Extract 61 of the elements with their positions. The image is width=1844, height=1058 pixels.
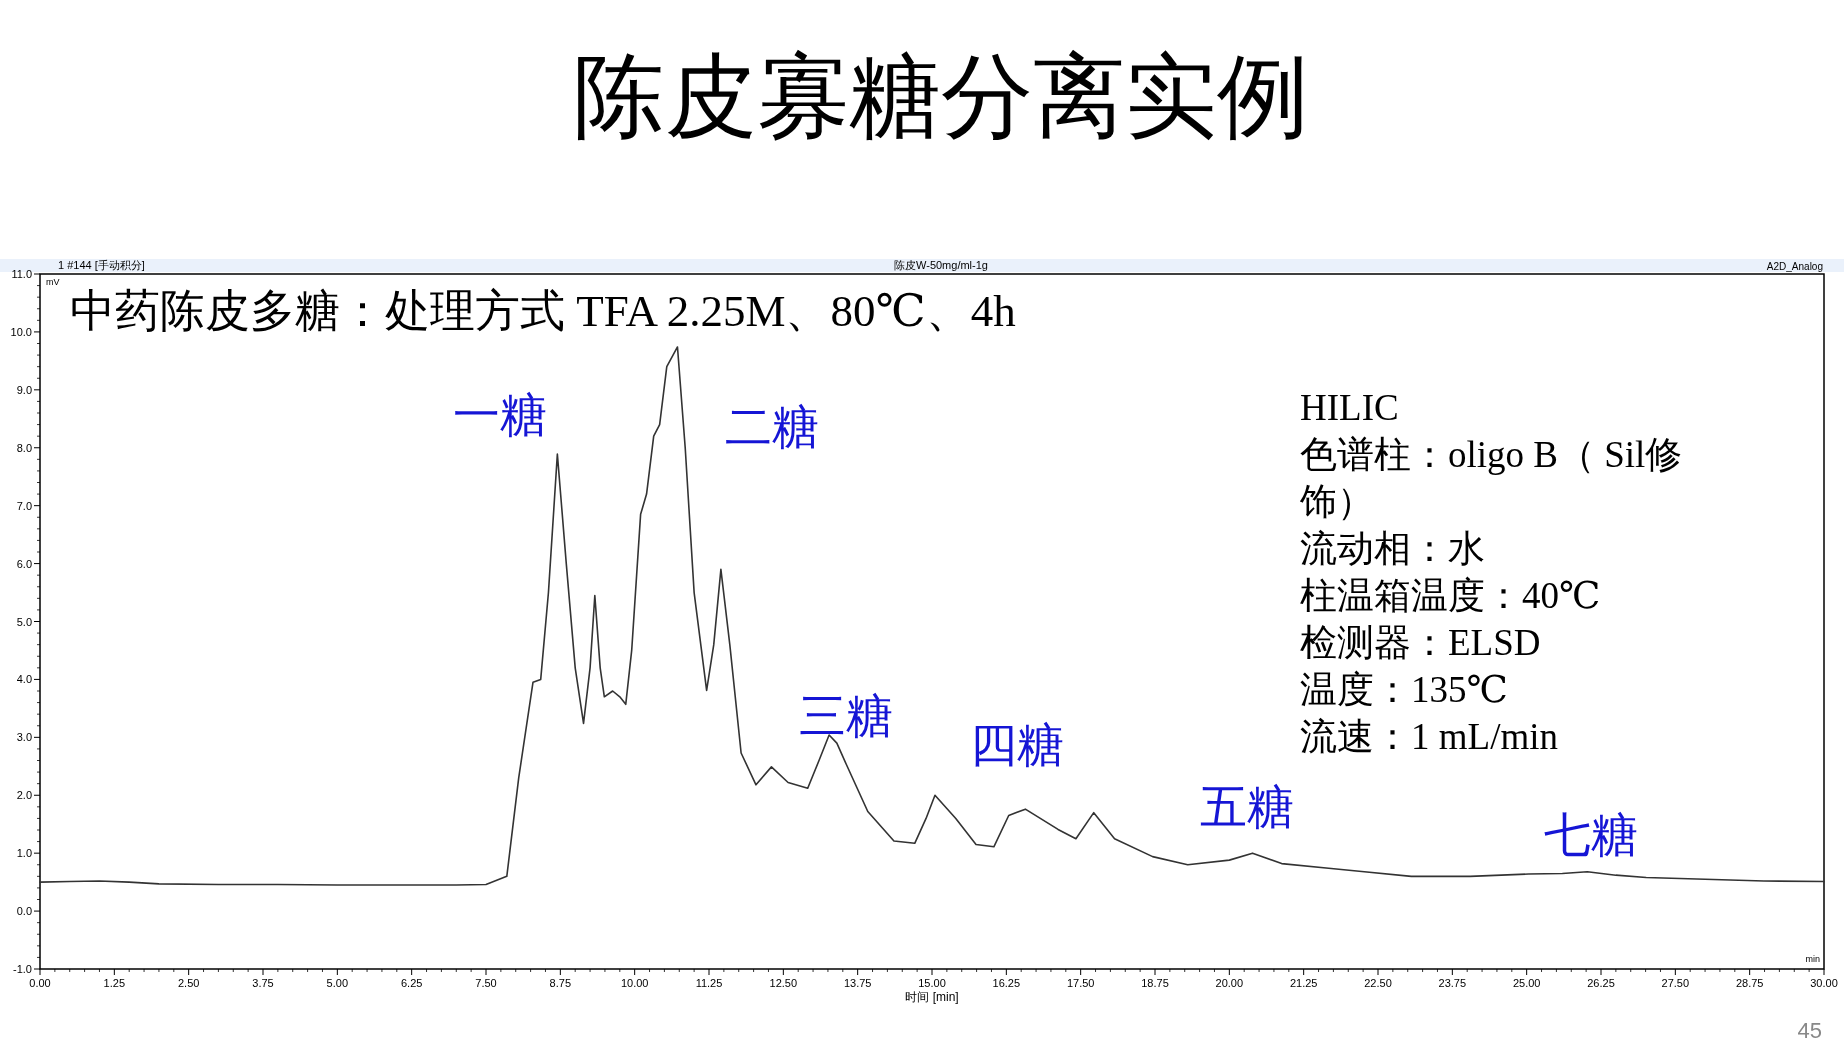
- x-tick-label: 1.25: [103, 977, 126, 989]
- annotation: 一糖: [453, 389, 547, 441]
- annotation: 四糖: [970, 719, 1064, 771]
- x-tick-label: 20.00: [1215, 977, 1244, 989]
- annotation: 检测器：ELSD: [1300, 622, 1541, 663]
- y-tick-label: 8.0: [16, 441, 32, 454]
- annotation: 流动相：水: [1300, 528, 1485, 569]
- x-tick-label: 10.00: [620, 977, 649, 989]
- x-tick-label: 16.25: [992, 977, 1021, 989]
- x-tick-label: 7.50: [475, 977, 497, 989]
- x-tick-label: 6.25: [400, 977, 423, 989]
- x-tick-label: 15.00: [918, 977, 946, 989]
- y-tick-label: 1.0: [16, 847, 32, 860]
- x-tick-label: 28.75: [1735, 977, 1764, 989]
- x-tick-label: 23.75: [1438, 977, 1467, 989]
- y-tick-label: 0.0: [16, 905, 32, 918]
- x-tick-label: 11.25: [695, 977, 723, 989]
- x-tick-label: 13.75: [843, 977, 872, 989]
- x-tick-label: 12.50: [769, 977, 798, 989]
- y-tick-label: 2.0: [16, 789, 32, 802]
- x-tick-label: 27.50: [1661, 977, 1690, 989]
- y-tick-label: 10.0: [10, 325, 32, 338]
- x-tick-label: 25.00: [1512, 977, 1541, 989]
- x-tick-label: 21.25: [1289, 977, 1318, 989]
- x-axis-title: 时间 [min]: [905, 990, 959, 1004]
- x-tick-label: 17.50: [1066, 977, 1095, 989]
- chart-title: 陈皮寡糖分离实例: [573, 46, 1309, 148]
- x-tick-label: 3.75: [252, 977, 274, 989]
- annotation: 柱温箱温度：40℃: [1300, 575, 1601, 616]
- text: 1 #144 [手动积分]: [58, 259, 145, 271]
- y-tick-label: 7.0: [16, 499, 32, 512]
- annotation: 三糖: [799, 690, 893, 742]
- annotation: HILIC: [1300, 387, 1399, 428]
- x-tick-label: 18.75: [1141, 977, 1169, 989]
- annotation: 七糖: [1544, 809, 1638, 861]
- y-tick-label: 9.0: [16, 383, 32, 396]
- text: 陈皮W-50mg/ml-1g: [894, 259, 988, 271]
- chart-subtitle: 中药陈皮多糖：处理方式 TFA 2.25M、80℃、4h: [70, 286, 1016, 336]
- x-tick-label: 8.75: [549, 977, 572, 989]
- annotation: 二糖: [725, 401, 819, 453]
- annotation: 色谱柱：oligo B（ Sil修饰）: [1299, 434, 1683, 522]
- annotation: 温度：135℃: [1300, 669, 1508, 710]
- x-tick-label: 2.50: [177, 977, 200, 989]
- line-series: [39, 346, 1825, 886]
- y-axis-title: mV: [46, 277, 60, 287]
- text: A2D_Analog: [1766, 261, 1823, 272]
- y-tick-label: 3.0: [16, 731, 32, 744]
- annotation: 五糖: [1200, 781, 1294, 833]
- x-tick-label: 30.00: [1810, 977, 1838, 989]
- y-tick-label: -1.0: [13, 963, 32, 975]
- x-tick-label: 5.00: [326, 977, 349, 989]
- annotation: min: [1805, 954, 1820, 964]
- y-tick-label: 11.0: [11, 268, 32, 280]
- annotation: 流速：1 mL/min: [1300, 716, 1558, 757]
- x-tick-label: 22.50: [1364, 977, 1392, 989]
- y-tick-label: 4.0: [16, 673, 32, 686]
- x-tick-label: 0.00: [29, 977, 51, 989]
- y-tick-label: 5.0: [16, 615, 32, 628]
- y-tick-label: 6.0: [16, 557, 32, 570]
- x-tick-label: 26.25: [1587, 977, 1615, 989]
- text: 45: [1797, 1018, 1822, 1043]
